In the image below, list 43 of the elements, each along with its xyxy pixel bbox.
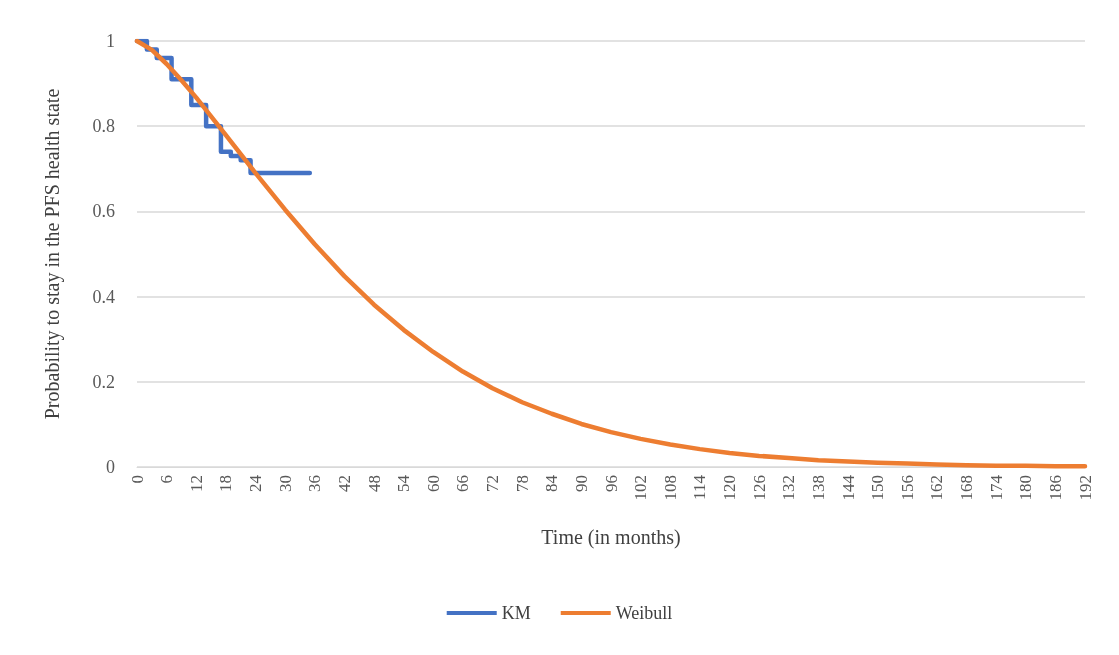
x-tick-label: 156 (897, 475, 917, 501)
x-tick-label: 90 (571, 475, 591, 492)
x-tick-label: 102 (631, 475, 651, 501)
x-tick-label: 6 (157, 475, 177, 484)
x-tick-label: 54 (394, 474, 414, 492)
x-tick-label: 186 (1045, 475, 1065, 501)
y-tick-label: 0.6 (92, 201, 115, 222)
x-tick-label: 126 (749, 475, 769, 501)
x-tick-label: 180 (1016, 475, 1036, 501)
x-tick-label: 138 (808, 475, 828, 501)
x-tick-label: 114 (690, 474, 710, 500)
x-tick-label: 150 (868, 475, 888, 501)
legend-label: KM (501, 603, 531, 623)
x-tick-label: 84 (542, 474, 562, 492)
line-series (134, 38, 1088, 469)
x-tick-label: 192 (1075, 475, 1095, 501)
x-tick-label: 96 (601, 475, 621, 492)
x-tick-label: 12 (186, 475, 206, 492)
x-tick-label: 72 (483, 475, 502, 492)
x-tick-label: 60 (423, 475, 443, 492)
x-tick-label: 108 (660, 475, 680, 501)
x-tick-label: 144 (838, 474, 858, 501)
y-tick-label: 0.8 (92, 116, 115, 137)
x-tick-label: 48 (364, 475, 384, 492)
y-tick-label: 0.2 (92, 371, 115, 392)
y-tick-label: 0.4 (92, 286, 115, 307)
x-axis-title: Time (in months) (541, 526, 681, 549)
y-axis-title: Probability to stay in the PFS health state (41, 88, 64, 420)
x-tick-label: 174 (986, 474, 1006, 501)
x-tick-label: 30 (275, 475, 295, 492)
x-tick-label: 42 (334, 475, 354, 492)
x-tick-label: 0 (127, 475, 147, 484)
x-tick-label: 24 (246, 474, 265, 492)
x-tick-label: 162 (927, 475, 947, 501)
x-tick-label: 18 (216, 475, 236, 492)
x-tick-label: 66 (453, 475, 473, 492)
x-tick-label: 168 (957, 475, 976, 501)
legend-label: Weibull (615, 603, 673, 623)
x-tick-label: 36 (305, 475, 325, 492)
x-tick-label: 78 (512, 475, 532, 492)
x-tick-label: 132 (779, 475, 799, 501)
x-tick-label: 120 (720, 475, 739, 501)
y-tick-label: 1 (106, 31, 115, 51)
